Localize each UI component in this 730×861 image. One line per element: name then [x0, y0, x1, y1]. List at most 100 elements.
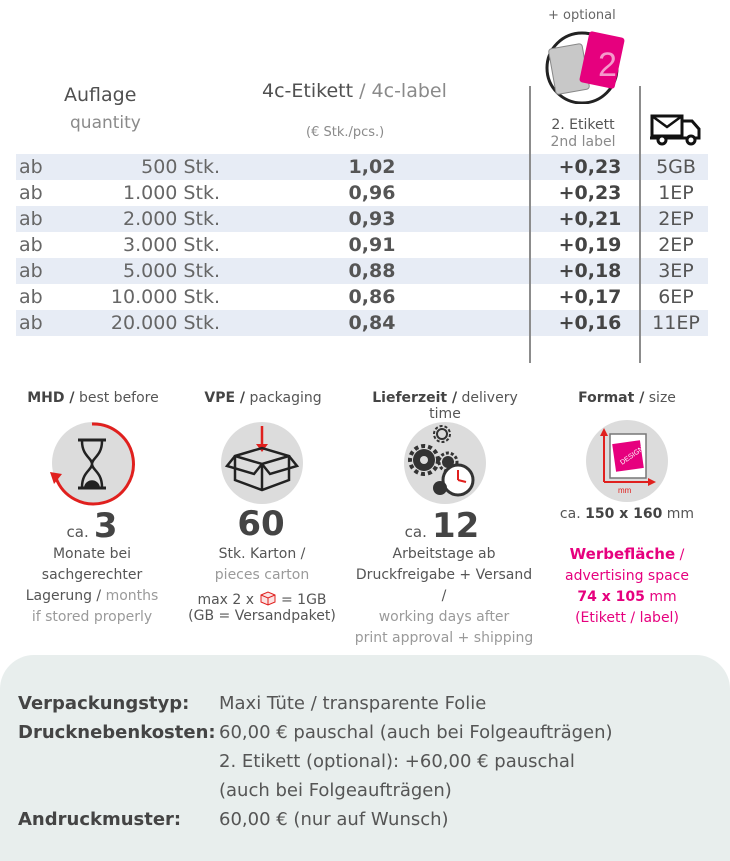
table-row: ab 2.000 Stk. 0,93 +0,21 2EP: [16, 206, 708, 232]
mhd-line1: Monate bei: [52, 546, 132, 562]
header-quantity-de: Auflage: [64, 84, 137, 106]
row-extra: +0,23: [558, 182, 622, 204]
mhd-title-en: best before: [78, 390, 159, 406]
vpe-line1: Stk. Karton /: [218, 546, 306, 562]
column-divider: [529, 86, 531, 363]
row-price: 0,93: [348, 208, 396, 230]
row-quantity: 5.000 Stk.: [123, 260, 220, 282]
vpe-title-en: packaging: [249, 390, 322, 406]
row-quantity: 10.000 Stk.: [110, 286, 220, 308]
format-space-note: (Etikett / label): [575, 610, 679, 626]
format-title-de: Format /: [578, 390, 645, 406]
row-quantity: 3.000 Stk.: [123, 234, 220, 256]
format-size-unit: mm: [666, 506, 695, 522]
format-description: Werbefläche / advertising space 74 x 105…: [535, 544, 719, 629]
format-space-en: advertising space: [565, 568, 689, 584]
mhd-line4: if stored properly: [31, 609, 153, 625]
details-box: [0, 655, 730, 861]
table-row: ab 10.000 Stk. 0,86 +0,17 6EP: [16, 284, 708, 310]
row-prefix: ab: [19, 208, 43, 230]
optional-label-number: 2: [598, 46, 617, 84]
mhd-line2: sachgerechter: [41, 567, 143, 583]
costs-value-1: 60,00 € pauschal (auch bei Folgeaufträge…: [219, 722, 613, 743]
delivery-line1: Arbeitstage ab: [392, 546, 496, 562]
mhd-value: ca. 3: [52, 506, 132, 546]
vpe-line3a: max 2 x: [197, 592, 255, 608]
mhd-title: MHD / best before: [8, 390, 178, 406]
delivery-truck-icon: [650, 114, 701, 146]
row-shipping: 2EP: [658, 208, 694, 230]
mhd-prefix: ca.: [66, 523, 89, 541]
format-title-en: size: [648, 390, 676, 406]
row-price: 0,91: [348, 234, 396, 256]
row-extra: +0,18: [558, 260, 622, 282]
optional-note: + optional: [548, 8, 616, 23]
mhd-title-de: MHD /: [27, 390, 75, 406]
header-second-label-de: 2. Etikett: [551, 117, 615, 133]
mhd-line3-en: months: [105, 588, 159, 604]
format-space-title: Werbefläche /: [535, 544, 719, 566]
format-size-value: 150 x 160: [585, 506, 663, 522]
costs-label: Drucknebenkosten:: [18, 722, 216, 743]
row-price: 0,88: [348, 260, 396, 282]
row-price: 0,96: [348, 182, 396, 204]
row-quantity: 2.000 Stk.: [123, 208, 220, 230]
mhd-line3: Lagerung / months: [0, 586, 184, 607]
table-row: ab 20.000 Stk. 0,84 +0,16 11EP: [16, 310, 708, 336]
row-extra: +0,23: [558, 156, 622, 178]
vpe-title-de: VPE /: [204, 390, 246, 406]
row-shipping: 5GB: [656, 156, 696, 178]
vpe-value: 60: [237, 504, 285, 544]
table-row: ab 3.000 Stk. 0,91 +0,19 2EP: [16, 232, 708, 258]
delivery-title-en: delivery time: [429, 390, 518, 422]
row-shipping: 2EP: [658, 234, 694, 256]
header-label: 4c-Etikett / 4c-label: [262, 80, 447, 102]
table-row: ab 500 Stk. 1,02 +0,23 5GB: [16, 154, 708, 180]
vpe-line3: max 2 x = 1GB: [170, 590, 354, 608]
row-price: 1,02: [348, 156, 396, 178]
packaging-label: Verpackungstyp:: [18, 693, 190, 714]
table-row: ab 5.000 Stk. 0,88 +0,18 3EP: [16, 258, 708, 284]
hourglass-icon: [50, 422, 135, 506]
row-extra: +0,17: [558, 286, 622, 308]
row-extra: +0,16: [558, 312, 622, 334]
delivery-value: ca. 12: [392, 506, 492, 546]
format-size: ca. 150 x 160 mm: [528, 506, 726, 522]
table-row: ab 1.000 Stk. 0,96 +0,23 1EP: [16, 180, 708, 206]
header-label-sep: /: [353, 80, 372, 102]
header-price-unit: (€ Stk./pcs.): [306, 125, 385, 140]
row-shipping: 3EP: [658, 260, 694, 282]
vpe-line2: pieces carton: [214, 567, 310, 583]
row-shipping: 6EP: [658, 286, 694, 308]
row-prefix: ab: [19, 156, 43, 178]
header-label-en: 4c-label: [371, 80, 447, 102]
vpe-title: VPE / packaging: [178, 390, 348, 406]
vpe-line3b: = 1GB: [280, 592, 327, 608]
mhd-number: 3: [93, 506, 118, 546]
vpe-line4: (GB = Versandpaket): [188, 608, 336, 624]
row-price: 0,86: [348, 286, 396, 308]
delivery-title: Lieferzeit / delivery time: [360, 390, 530, 422]
row-prefix: ab: [19, 312, 43, 334]
mhd-description: Monate bei sachgerechter Lagerung / mont…: [0, 544, 184, 628]
row-prefix: ab: [19, 286, 43, 308]
vpe-description: Stk. Karton / pieces carton max 2 x = 1G…: [170, 544, 354, 624]
header-label-de: 4c-Etikett: [262, 80, 354, 102]
format-size-prefix: ca.: [559, 506, 581, 522]
format-space-unit: mm: [649, 589, 677, 605]
row-shipping: 11EP: [652, 312, 700, 334]
row-extra: +0,21: [558, 208, 622, 230]
box-icon: [224, 426, 300, 492]
delivery-line4: print approval + shipping: [354, 630, 534, 646]
format-size-icon: DESIGN mm: [600, 428, 656, 495]
row-quantity: 1.000 Stk.: [123, 182, 220, 204]
delivery-prefix: ca.: [404, 523, 427, 541]
costs-value-3: (auch bei Folgeaufträgen): [219, 780, 452, 801]
optional-label-icon: 2: [545, 31, 625, 104]
small-box-icon: [260, 591, 276, 606]
delivery-title-de: Lieferzeit /: [372, 390, 458, 406]
proof-label: Andruckmuster:: [18, 809, 182, 830]
format-title: Format / size: [542, 390, 712, 406]
format-icon-unit: mm: [618, 486, 632, 495]
column-divider: [639, 86, 641, 363]
